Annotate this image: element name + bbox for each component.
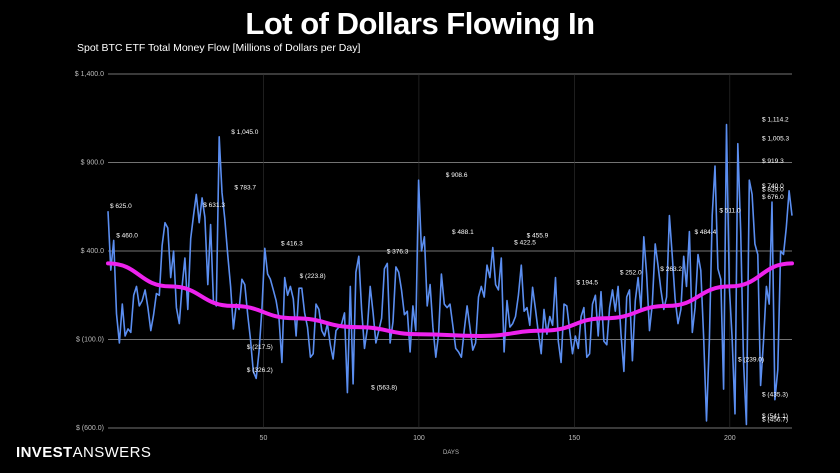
y-tick-label: $ (100.0) (76, 337, 104, 344)
y-tick-label: $ 900.0 (81, 160, 104, 167)
x-tick-label: 50 (260, 435, 268, 442)
x-axis-label: DAYS (443, 450, 459, 456)
data-label: $ 1,045.0 (231, 129, 258, 136)
data-label: $ 488.1 (452, 229, 474, 236)
data-label: $ 263.2 (660, 266, 682, 273)
daily-flow-line (107, 123, 793, 426)
data-label: $ 511.0 (719, 208, 741, 215)
data-label: $ 1,005.3 (762, 136, 789, 143)
data-label: $ 422.5 (514, 239, 536, 246)
data-label: $ 460.0 (116, 232, 138, 239)
data-label: $ 416.3 (281, 240, 303, 247)
data-label: $ 376.3 (387, 248, 409, 255)
data-label: $ (326.2) (247, 367, 273, 374)
data-label: $ 484.4 (695, 229, 717, 236)
brand-logo: INVESTANSWERS (16, 444, 152, 461)
chart-subtitle: Spot BTC ETF Total Money Flow [Millions … (77, 42, 361, 54)
data-labels: $ 625.0 $ 460.0 $ 631.3 $ 1,045.0 $ 783.7 $ 4… (110, 117, 789, 424)
data-label: $ 252.0 (620, 270, 642, 277)
data-label: $ (435.3) (762, 392, 788, 399)
x-tick-label: 100 (413, 435, 425, 442)
data-label: $ 740.0 (762, 183, 784, 190)
data-label: $ (563.8) (371, 385, 397, 392)
x-tick-label: 150 (569, 435, 581, 442)
y-tick-label: $ 1,400.0 (75, 71, 104, 78)
data-label: $ 783.7 (234, 185, 256, 192)
y-tick-labels: $ 1,400.0 $ 900.0 $ 400.0 $ (100.0) $ (600.0… (75, 71, 104, 432)
data-label: $ 908.6 (446, 172, 468, 179)
data-label: $ 455.9 (527, 232, 549, 239)
data-label: $ 919.3 (762, 158, 784, 165)
data-label: $ 194.5 (576, 279, 598, 286)
data-label: $ (456.7) (762, 416, 788, 423)
data-label: $ 676.0 (762, 194, 784, 201)
trend-line (106, 261, 794, 338)
data-label: $ 1,114.2 (762, 117, 789, 124)
y-tick-label: $ (600.0) (76, 425, 104, 432)
x-tick-label: 200 (724, 435, 736, 442)
y-tick-label: $ 400.0 (81, 248, 104, 255)
grid-lines (108, 73, 792, 429)
data-label: $ (239.0) (738, 356, 764, 363)
data-label: $ 625.0 (110, 203, 132, 210)
x-tick-labels: 50 100 150 200 (260, 435, 736, 442)
chart-title: Lot of Dollars Flowing In (245, 6, 595, 41)
data-label: $ 631.3 (203, 202, 225, 209)
data-label: $ (217.5) (247, 344, 273, 351)
data-label: $ (223.8) (300, 273, 326, 280)
data-label: $ 829.0 (762, 186, 784, 193)
data-label: $ (541.1) (762, 413, 788, 420)
